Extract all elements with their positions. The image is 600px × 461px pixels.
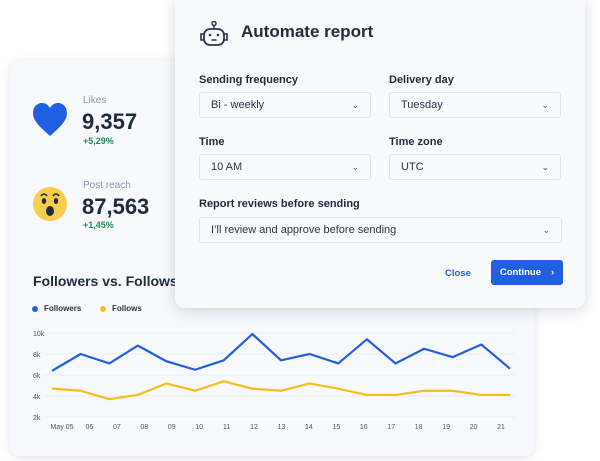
heart-icon [33,103,67,136]
x-tick-label: 08 [140,424,148,431]
chart-title: Followers vs. Follows [33,273,178,289]
legend-follows-label: Follows [112,304,142,313]
x-tick-label: 12 [250,424,258,431]
x-tick-label: 20 [470,424,478,431]
delivery-day-select[interactable]: Tuesday ⌄ [389,92,561,118]
legend-follows[interactable]: Follows [100,304,142,313]
report-reviews-value: I’ll review and approve before sending [211,224,397,236]
automate-report-modal: Automate report Sending frequency Bi - w… [175,0,585,308]
likes-change: +5,29% [83,136,114,146]
y-tick-label: 8k [33,352,41,359]
y-tick-label: 2k [33,415,41,422]
x-tick-label: 07 [113,424,121,431]
x-tick-label: 10 [195,424,203,431]
continue-label: Continue [499,267,541,278]
chevron-down-icon: ⌄ [541,99,549,110]
report-reviews-select[interactable]: I’ll review and approve before sending ⌄ [199,217,562,243]
sending-frequency-value: Bi - weekly [211,99,265,111]
x-tick-label: 13 [278,424,286,431]
sending-frequency-select[interactable]: Bi - weekly ⌄ [199,92,371,118]
x-tick-label: 15 [332,424,340,431]
post-reach-label: Post reach [83,180,131,191]
chevron-right-icon: › [551,267,555,278]
followers-dot-icon [32,305,38,312]
legend-followers-label: Followers [44,304,82,313]
continue-button[interactable]: Continue › [491,260,563,285]
x-tick-label: 17 [387,424,395,431]
chevron-down-icon: ⌄ [541,161,549,172]
likes-value: 9,357 [82,109,138,134]
x-tick-label: 18 [415,424,423,431]
x-tick-label: 06 [86,424,94,431]
x-tick-label: 19 [442,424,450,431]
follows-dot-icon [100,305,106,312]
chevron-down-icon: ⌄ [351,161,359,172]
x-tick-label: 14 [305,424,313,431]
delivery-day-label: Delivery day [389,74,454,86]
line-chart: 10k 8k 6k 4k 2k May 05 06 07 08 09 10 11 12 13 14 15 16 1… [33,331,515,431]
time-zone-select[interactable]: UTC ⌄ [389,154,561,180]
x-tick-label: 16 [360,424,368,431]
report-reviews-label: Report reviews before sending [199,198,360,210]
delivery-day-value: Tuesday [401,99,443,111]
chevron-down-icon: ⌄ [542,224,550,235]
close-button[interactable]: Close [445,268,471,279]
x-tick-label: 11 [223,424,230,431]
y-tick-label: 10k [33,331,45,338]
x-tick-label: May 05 [51,424,74,431]
x-tick-label: 21 [497,424,505,431]
time-select[interactable]: 10 AM ⌄ [199,154,371,180]
time-zone-value: UTC [401,161,424,173]
y-tick-label: 6k [33,373,41,380]
y-tick-label: 4k [33,394,41,401]
post-reach-change: +1,45% [83,220,114,230]
likes-label: Likes [83,95,107,106]
sending-frequency-label: Sending frequency [199,74,299,86]
time-value: 10 AM [211,161,243,173]
series-line-followers [51,332,511,372]
x-tick-label: 09 [168,424,176,431]
post-reach-value: 87,563 [82,194,150,219]
legend-followers[interactable]: Followers [32,304,81,313]
time-label: Time [199,136,225,148]
wow-emoji-icon [33,187,67,221]
chevron-down-icon: ⌄ [351,99,359,110]
time-zone-label: Time zone [389,136,443,148]
robot-icon [200,21,228,46]
modal-title: Automate report [241,22,374,41]
